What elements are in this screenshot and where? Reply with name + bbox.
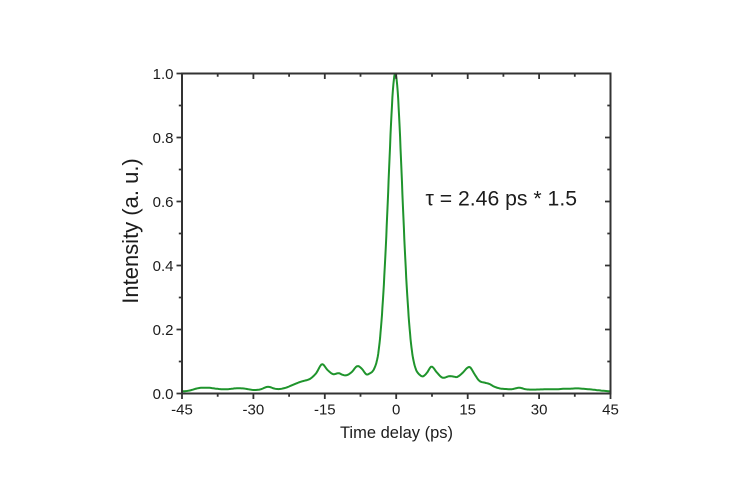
svg-text:0: 0	[392, 402, 400, 419]
svg-text:-45: -45	[171, 402, 193, 419]
svg-text:0.4: 0.4	[153, 258, 174, 275]
svg-text:15: 15	[459, 402, 476, 419]
svg-text:-30: -30	[243, 402, 265, 419]
svg-text:0.0: 0.0	[153, 386, 174, 403]
svg-text:30: 30	[531, 402, 548, 419]
svg-text:τ = 2.46 ps * 1.5: τ = 2.46 ps * 1.5	[426, 187, 578, 210]
svg-text:Intensity (a. u.): Intensity (a. u.)	[118, 158, 143, 304]
svg-text:0.6: 0.6	[153, 194, 174, 211]
svg-text:0.8: 0.8	[153, 130, 174, 147]
svg-text:45: 45	[602, 402, 619, 419]
svg-text:-15: -15	[314, 402, 336, 419]
svg-text:1.0: 1.0	[153, 66, 174, 83]
svg-text:0.2: 0.2	[153, 322, 174, 339]
svg-text:Time delay (ps): Time delay (ps)	[340, 424, 453, 442]
